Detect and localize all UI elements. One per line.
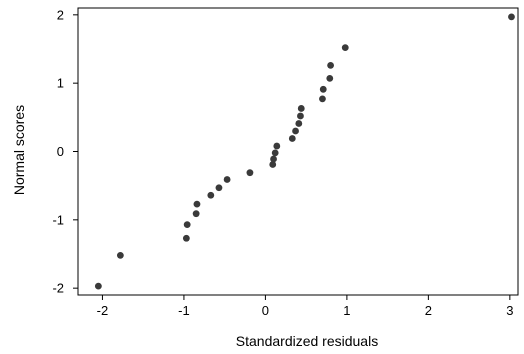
- data-point: [94, 282, 102, 290]
- y-tick-label: -1: [52, 212, 64, 227]
- data-point: [327, 62, 334, 69]
- y-tick-label: 1: [57, 76, 64, 91]
- data-point: [288, 135, 296, 142]
- data-point: [273, 142, 281, 150]
- data-point: [116, 251, 124, 259]
- x-tick-label: 2: [425, 303, 432, 318]
- axis-ticks: -2 -1 0 1 2 3 -2 -1 0 1 2: [52, 7, 513, 318]
- x-axis-title: Standardized residuals: [236, 333, 378, 349]
- data-point: [326, 74, 334, 82]
- data-point: [292, 127, 299, 135]
- data-point: [297, 112, 304, 120]
- x-tick-label: -1: [178, 303, 190, 318]
- data-point: [295, 120, 303, 127]
- data-point: [297, 105, 305, 112]
- y-tick-label: 2: [57, 7, 64, 22]
- plot-frame: [77, 7, 519, 296]
- data-point: [182, 234, 190, 242]
- data-point: [269, 161, 277, 168]
- data-point: [207, 191, 215, 199]
- data-point: [508, 13, 515, 21]
- x-tick-label: -2: [97, 303, 109, 318]
- y-tick-label: 0: [57, 144, 64, 159]
- data-point: [246, 169, 254, 177]
- data-point: [271, 149, 279, 157]
- data-point: [270, 155, 277, 163]
- y-tick-label: -2: [52, 281, 64, 296]
- data-point: [193, 200, 201, 208]
- y-axis-title: Normal scores: [11, 105, 27, 195]
- data-point: [341, 44, 349, 52]
- data-points: [94, 13, 515, 290]
- data-point: [183, 221, 191, 229]
- x-tick-label: 1: [343, 303, 350, 318]
- x-tick-label: 3: [506, 303, 513, 318]
- data-point: [215, 184, 223, 192]
- data-point: [319, 95, 326, 103]
- data-point: [223, 176, 231, 183]
- data-point: [319, 85, 327, 93]
- x-tick-label: 0: [262, 303, 269, 318]
- data-point: [192, 210, 200, 218]
